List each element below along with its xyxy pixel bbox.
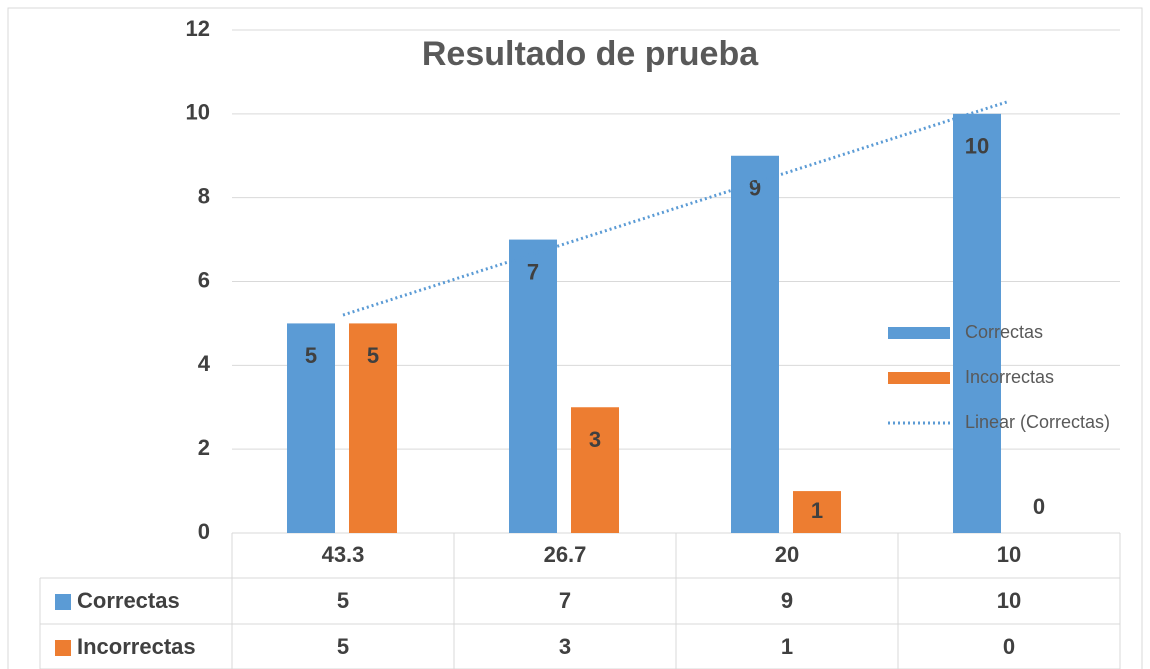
- data-label: 3: [589, 427, 601, 452]
- bar: [793, 491, 841, 533]
- bar: [287, 323, 335, 533]
- x-tick-label: 10: [997, 542, 1021, 567]
- table-row-label: Correctas: [77, 588, 180, 613]
- legend-label: Linear (Correctas): [965, 412, 1110, 432]
- table-cell: 3: [559, 634, 571, 659]
- bar: [509, 239, 557, 534]
- table-legend-key: [55, 594, 71, 610]
- data-label: 0: [1033, 494, 1045, 519]
- table-cell: 7: [559, 588, 571, 613]
- table-cell: 5: [337, 588, 349, 613]
- chart-title: Resultado de prueba: [422, 35, 759, 73]
- chart-border: [7, 7, 1143, 669]
- data-label: 5: [305, 343, 317, 368]
- legend-label: Incorrectas: [965, 367, 1054, 387]
- x-tick-label: 26.7: [544, 542, 587, 567]
- y-tick-label: 6: [198, 267, 210, 292]
- y-tick-label: 0: [198, 519, 210, 544]
- x-tick-label: 20: [775, 542, 799, 567]
- trendline: [342, 99, 1010, 317]
- table-cell: 9: [781, 588, 793, 613]
- table-cell: 10: [997, 588, 1021, 613]
- y-tick-label: 2: [198, 435, 210, 460]
- data-label: 9: [749, 176, 761, 201]
- bar: [731, 155, 779, 533]
- y-tick-label: 10: [186, 100, 210, 125]
- table-cell: 0: [1003, 634, 1015, 659]
- bar: [349, 323, 397, 533]
- table-row-label: Incorrectas: [77, 634, 196, 659]
- y-tick-label: 12: [186, 16, 210, 41]
- legend-key: [888, 372, 950, 384]
- bar: [953, 113, 1001, 533]
- table-legend-key: [55, 640, 71, 656]
- data-label: 7: [527, 259, 539, 284]
- data-label: 1: [811, 498, 823, 523]
- y-tick-label: 4: [198, 351, 211, 376]
- table-cell: 5: [337, 634, 349, 659]
- legend-key: [888, 327, 950, 339]
- legend-label: Correctas: [965, 322, 1043, 342]
- x-tick-label: 43.3: [322, 542, 365, 567]
- data-label: 10: [965, 134, 989, 159]
- bar: [571, 407, 619, 533]
- data-label: 5: [367, 343, 379, 368]
- y-tick-label: 8: [198, 183, 210, 208]
- table-cell: 1: [781, 634, 793, 659]
